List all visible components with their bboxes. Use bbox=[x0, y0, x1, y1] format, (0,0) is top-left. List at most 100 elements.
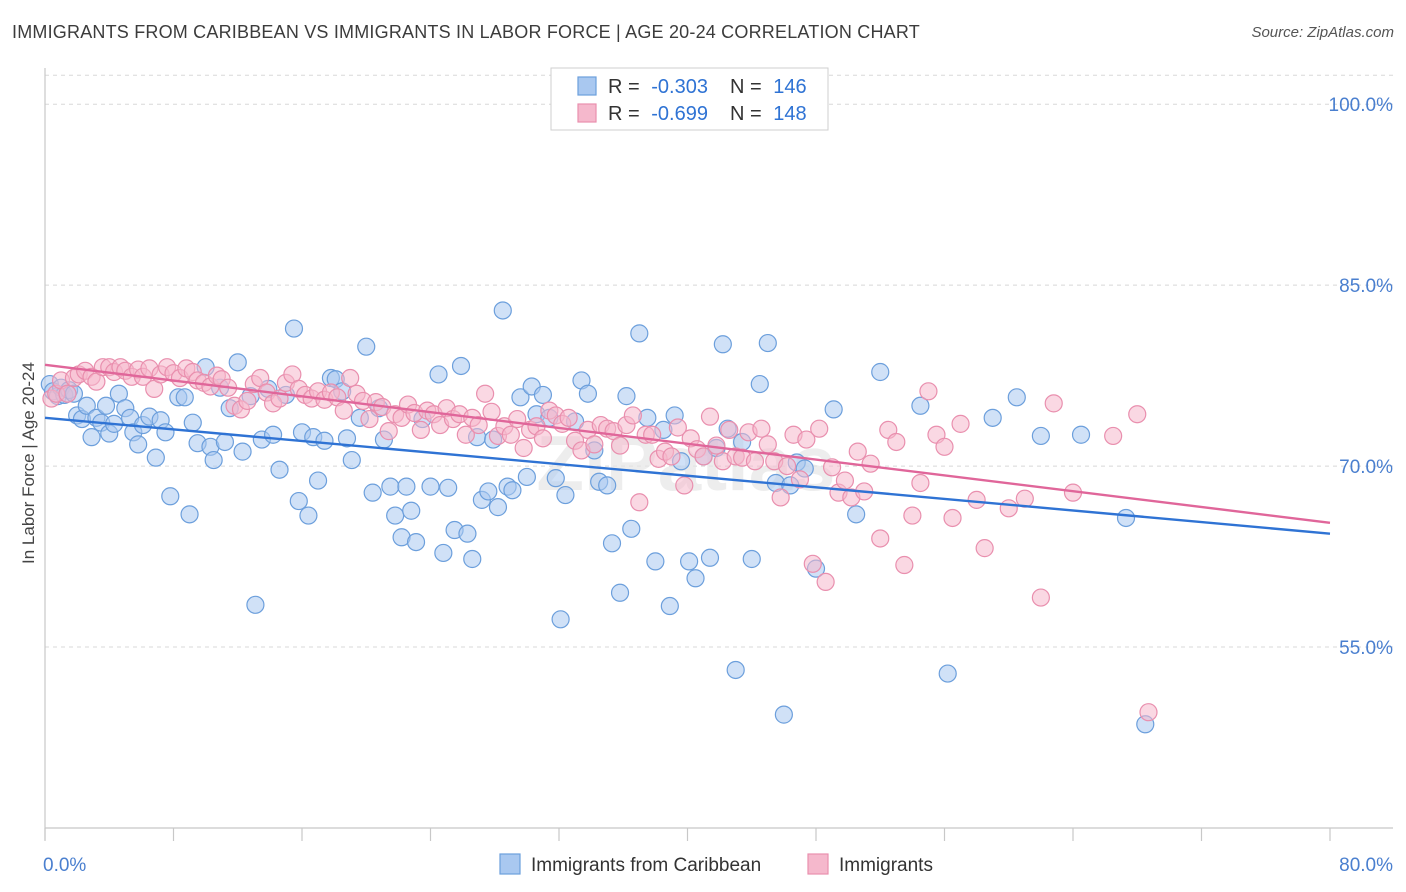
immigrants-point bbox=[585, 435, 604, 454]
caribbean-point bbox=[700, 548, 720, 567]
caribbean-point bbox=[511, 388, 530, 407]
caribbean-point bbox=[357, 337, 376, 356]
immigrants-point bbox=[720, 420, 739, 440]
immigrants-point bbox=[58, 384, 77, 403]
immigrants-point bbox=[360, 409, 379, 429]
caribbean-point bbox=[82, 428, 101, 447]
caribbean-point bbox=[246, 595, 265, 614]
caribbean-point bbox=[488, 498, 508, 517]
caribbean-point bbox=[546, 469, 565, 488]
immigrants-point bbox=[668, 418, 687, 437]
immigrants-point bbox=[238, 391, 257, 411]
svg-text:R = -0.303: R = -0.303 bbox=[608, 76, 708, 98]
caribbean-point bbox=[1071, 425, 1091, 444]
caribbean-point bbox=[270, 460, 289, 479]
immigrants-point bbox=[943, 508, 962, 528]
caribbean-point bbox=[363, 483, 382, 502]
immigrants-point bbox=[1139, 703, 1158, 722]
immigrants-point bbox=[533, 429, 553, 448]
caribbean-point bbox=[646, 552, 665, 571]
axes bbox=[44, 68, 1393, 841]
immigrants-point bbox=[803, 554, 822, 573]
caribbean-point bbox=[774, 705, 793, 724]
immigrants-point bbox=[816, 572, 835, 592]
caribbean-point bbox=[406, 532, 426, 552]
caribbean-point bbox=[556, 485, 575, 505]
caribbean-point bbox=[175, 388, 194, 407]
immigrants-point bbox=[379, 422, 398, 441]
immigrants-point bbox=[341, 368, 360, 388]
caribbean-point bbox=[458, 524, 477, 543]
n-label-1: N = bbox=[730, 76, 762, 98]
caribbean-point bbox=[726, 660, 745, 680]
r-label-1: R = bbox=[608, 76, 640, 98]
caribbean-point bbox=[402, 501, 421, 520]
caribbean-point bbox=[533, 385, 553, 405]
caribbean-point bbox=[911, 396, 930, 415]
caribbean-point bbox=[146, 448, 165, 467]
caribbean-point bbox=[750, 374, 769, 394]
n-value-2: 148 bbox=[773, 103, 806, 125]
caribbean-trend-line bbox=[44, 416, 1331, 535]
caribbean-point bbox=[342, 450, 361, 470]
y-tick-label: 70.0% bbox=[1339, 457, 1393, 478]
immigrants-trend-line bbox=[44, 363, 1331, 524]
immigrants-point bbox=[871, 529, 890, 548]
caribbean-point bbox=[381, 477, 400, 496]
y-tick-label: 55.0% bbox=[1339, 638, 1393, 659]
caribbean-point bbox=[315, 431, 334, 450]
immigrants-point bbox=[559, 408, 578, 427]
data-points bbox=[40, 301, 1158, 734]
caribbean-point bbox=[421, 477, 440, 496]
caribbean-point bbox=[847, 505, 866, 524]
immigrants-point bbox=[911, 473, 930, 493]
caribbean-point bbox=[617, 387, 636, 406]
caribbean-point bbox=[284, 319, 304, 338]
n-value-1: 146 bbox=[773, 76, 806, 98]
caribbean-point bbox=[463, 549, 482, 569]
immigrants-point bbox=[752, 419, 771, 438]
immigrants-point bbox=[469, 415, 488, 435]
caribbean-point bbox=[602, 534, 622, 553]
immigrants-point bbox=[1031, 588, 1050, 607]
immigrants-point bbox=[411, 420, 430, 440]
immigrants-point bbox=[1128, 405, 1147, 424]
caribbean-point bbox=[228, 353, 247, 372]
immigrants-point bbox=[895, 555, 914, 575]
caribbean-point bbox=[299, 506, 318, 525]
immigrants-point bbox=[1104, 426, 1123, 446]
immigrants-point bbox=[903, 506, 922, 525]
caribbean-point bbox=[479, 482, 498, 501]
caribbean-point bbox=[551, 610, 570, 629]
caribbean-point bbox=[660, 596, 679, 616]
caribbean-point bbox=[289, 491, 308, 511]
caribbean-point bbox=[1116, 508, 1136, 528]
caribbean-point bbox=[129, 435, 148, 454]
immigrants-point bbox=[935, 437, 954, 456]
chart-title: IMMIGRANTS FROM CARIBBEAN VS IMMIGRANTS … bbox=[12, 22, 920, 42]
immigrants-point bbox=[694, 447, 713, 466]
caribbean-point bbox=[686, 569, 705, 588]
caribbean-point bbox=[439, 478, 458, 497]
immigrants-point bbox=[810, 419, 829, 438]
immigrants-point bbox=[1044, 394, 1063, 413]
caribbean-point bbox=[337, 429, 357, 448]
r-label-2: R = bbox=[608, 103, 640, 125]
caribbean-point bbox=[386, 506, 405, 525]
immigrants-point bbox=[790, 470, 810, 489]
caribbean-point bbox=[308, 471, 328, 490]
x-tick-label: 0.0% bbox=[43, 855, 86, 876]
source-credit: Source: ZipAtlas.com bbox=[1251, 24, 1394, 41]
n-label-2: N = bbox=[730, 103, 762, 125]
series-legend-label-immigrants: Immigrants bbox=[839, 855, 933, 876]
caribbean-point bbox=[598, 476, 617, 495]
caribbean-point bbox=[578, 384, 598, 403]
caribbean-point bbox=[451, 356, 471, 376]
immigrants-point bbox=[623, 406, 642, 425]
caribbean-point bbox=[871, 362, 890, 382]
immigrants-point bbox=[476, 384, 495, 403]
immigrants-point bbox=[514, 438, 533, 458]
caribbean-point bbox=[517, 467, 536, 487]
immigrants-point bbox=[967, 490, 986, 509]
immigrants-point bbox=[975, 539, 994, 558]
